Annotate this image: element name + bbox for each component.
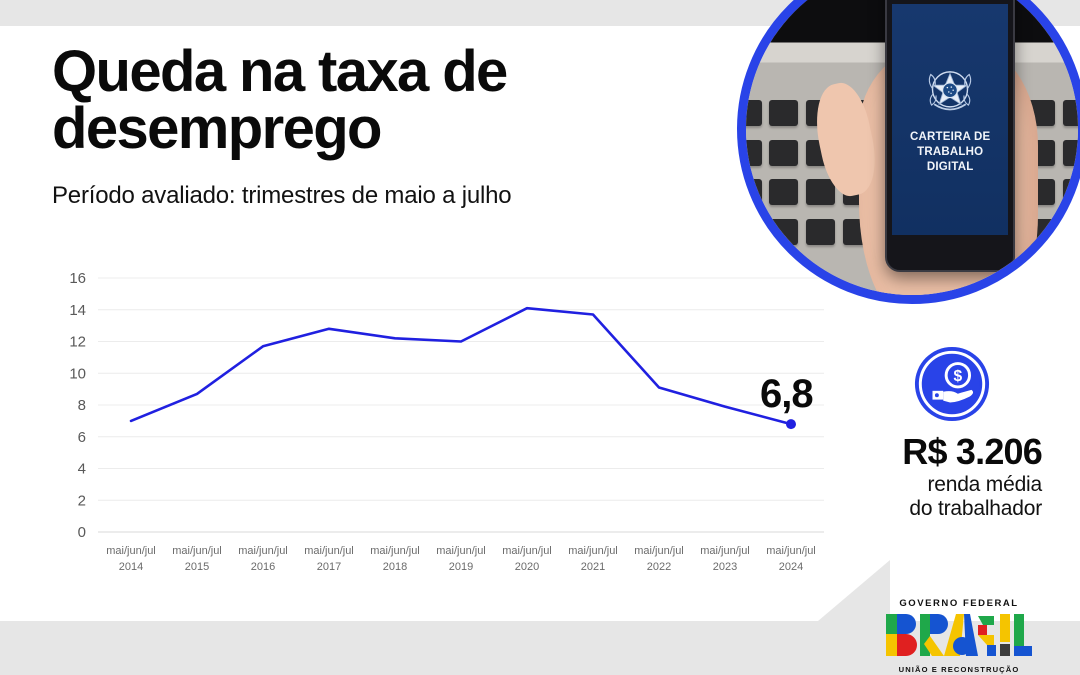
svg-text:mai/jun/jul: mai/jun/jul bbox=[304, 545, 354, 557]
svg-text:2014: 2014 bbox=[119, 561, 143, 573]
screen-line-2: TRABALHO bbox=[917, 146, 984, 159]
chart-value-callout: 6,8 bbox=[760, 372, 814, 416]
phone-screen: CARTEIRA DE TRABALHO DIGITAL bbox=[892, 4, 1008, 235]
page-title: Queda na taxa de desemprego bbox=[52, 39, 508, 161]
svg-text:8: 8 bbox=[78, 397, 86, 414]
gov-logo-top-text: GOVERNO FEDERAL bbox=[899, 598, 1019, 609]
svg-text:mai/jun/jul: mai/jun/jul bbox=[436, 545, 486, 557]
brasil-wordmark-icon bbox=[886, 614, 1032, 656]
unemployment-line-chart: 0 2 4 6 8 10 12 14 16 mai/jun/jul 2014 mai/jun/jul… bbox=[52, 258, 832, 588]
svg-text:mai/jun/jul: mai/jun/jul bbox=[568, 545, 618, 557]
svg-text:10: 10 bbox=[69, 365, 86, 382]
screen-line-1: CARTEIRA DE bbox=[909, 130, 991, 143]
svg-text:2024: 2024 bbox=[779, 561, 803, 573]
chart-last-point-marker bbox=[786, 419, 796, 430]
svg-text:2018: 2018 bbox=[383, 561, 407, 573]
svg-text:mai/jun/jul: mai/jun/jul bbox=[634, 545, 684, 557]
svg-text:6: 6 bbox=[78, 429, 86, 446]
svg-text:mai/jun/jul: mai/jun/jul bbox=[766, 545, 816, 557]
svg-text:12: 12 bbox=[69, 334, 86, 351]
svg-text:mai/jun/jul: mai/jun/jul bbox=[106, 545, 156, 557]
svg-text:2021: 2021 bbox=[581, 561, 605, 573]
income-caption: renda média do trabalhador bbox=[902, 473, 1042, 520]
income-amount: R$ 3.206 bbox=[902, 431, 1043, 472]
svg-text:mai/jun/jul: mai/jun/jul bbox=[172, 545, 222, 557]
svg-text:2022: 2022 bbox=[647, 561, 671, 573]
chart-y-axis-labels: 0 2 4 6 8 10 12 14 16 bbox=[69, 270, 86, 541]
svg-text:mai/jun/jul: mai/jun/jul bbox=[502, 545, 552, 557]
svg-text:2: 2 bbox=[78, 492, 86, 509]
svg-text:0: 0 bbox=[78, 524, 86, 541]
svg-text:mai/jun/jul: mai/jun/jul bbox=[700, 545, 750, 557]
page-subtitle: Período avaliado: trimestres de maio a j… bbox=[52, 182, 512, 209]
svg-text:16: 16 bbox=[69, 270, 86, 287]
brazil-coat-of-arms-icon bbox=[928, 71, 972, 111]
gov-logo-bottom-text: UNIÃO E RECONSTRUÇÃO bbox=[898, 665, 1020, 674]
chart-series-line bbox=[129, 306, 793, 426]
income-caption-line-2: do trabalhador bbox=[909, 496, 1042, 520]
money-in-hand-icon: $ bbox=[914, 346, 990, 422]
income-caption-line-1: renda média bbox=[927, 473, 1042, 496]
photo-inner: CARTEIRA DE TRABALHO DIGITAL bbox=[746, 0, 1078, 295]
svg-text:2023: 2023 bbox=[713, 561, 737, 573]
carteira-trabalho-photo: CARTEIRA DE TRABALHO DIGITAL bbox=[737, 0, 1080, 304]
svg-text:2015: 2015 bbox=[185, 561, 209, 573]
brasil-wordmark bbox=[884, 612, 1034, 663]
svg-text:mai/jun/jul: mai/jun/jul bbox=[238, 545, 288, 557]
government-logo: GOVERNO FEDERAL bbox=[884, 598, 1034, 674]
svg-text:mai/jun/jul: mai/jun/jul bbox=[370, 545, 420, 557]
average-income-block: R$ 3.206 renda média do trabalhador bbox=[902, 431, 1043, 520]
smartphone: CARTEIRA DE TRABALHO DIGITAL bbox=[885, 0, 1015, 272]
svg-text:$: $ bbox=[954, 368, 963, 385]
svg-text:2020: 2020 bbox=[515, 561, 539, 573]
svg-text:2017: 2017 bbox=[317, 561, 341, 573]
screen-line-3: DIGITAL bbox=[926, 161, 974, 174]
chart-x-axis-labels: mai/jun/jul 2014 mai/jun/jul 2015 mai/jun/ju… bbox=[106, 545, 816, 573]
phone-screen-text: CARTEIRA DE TRABALHO DIGITAL bbox=[910, 130, 990, 176]
svg-text:2019: 2019 bbox=[449, 561, 473, 573]
svg-text:4: 4 bbox=[78, 461, 86, 478]
svg-text:2016: 2016 bbox=[251, 561, 275, 573]
svg-text:14: 14 bbox=[69, 302, 86, 319]
